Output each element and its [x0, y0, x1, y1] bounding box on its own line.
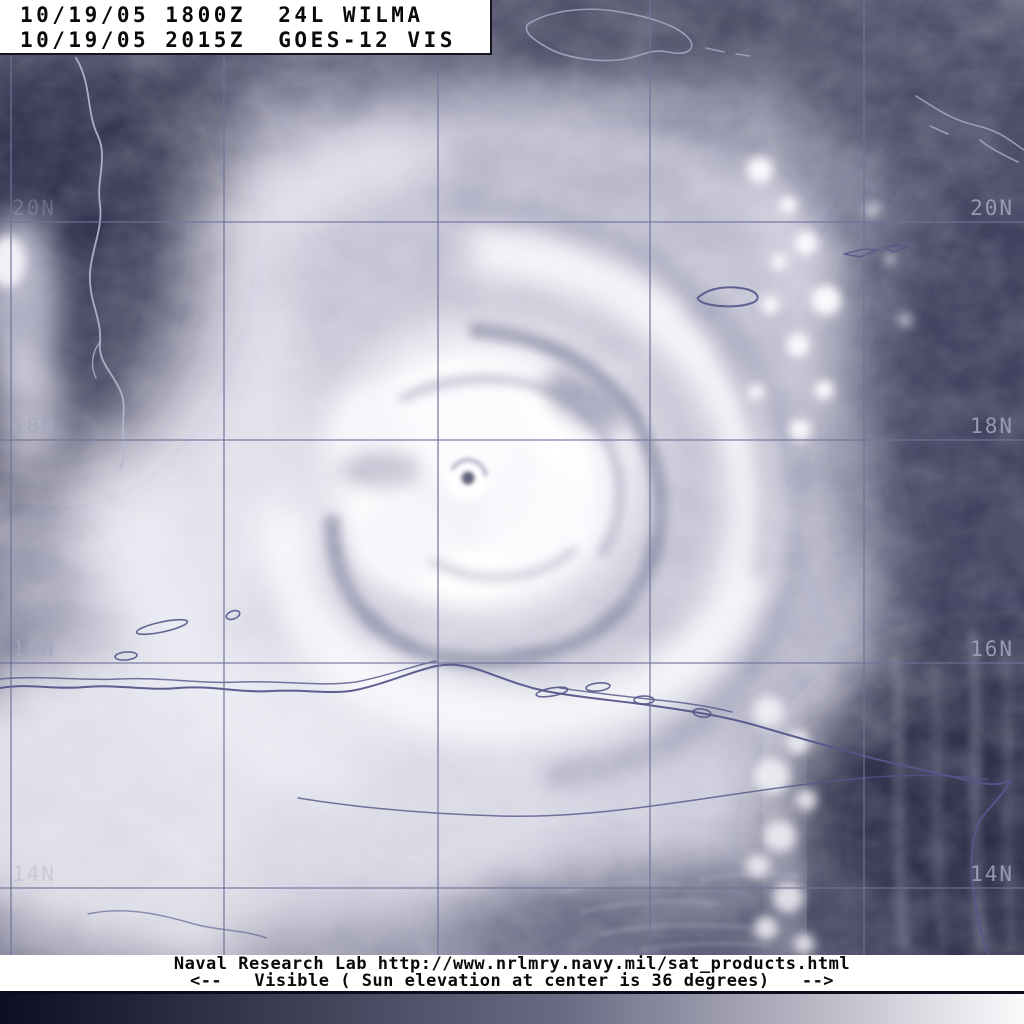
- convection-cells-southeast: [746, 696, 817, 955]
- latitude-label: 20N: [12, 196, 56, 220]
- cloud-texture-fine: [0, 0, 1024, 955]
- product-info-line: <-- Visible ( Sun elevation at center is…: [189, 971, 835, 991]
- cirrus-wisps-bottom-right: [893, 629, 1015, 951]
- coastlines: [0, 8, 1024, 955]
- coastline-yucatan-lagoon: [91, 341, 101, 379]
- border-river-honduras: [297, 774, 989, 817]
- coastline-southwest-squiggle: [87, 909, 267, 939]
- coastline-jamaica: [696, 286, 759, 308]
- coastline-cays-top: [705, 47, 751, 57]
- colorbar-divider: [0, 991, 1024, 994]
- bay-islands: [114, 609, 712, 718]
- coastline-west-cuba-loop: [525, 8, 693, 62]
- latitude-labels: 20N 20N 18N 18N 16N 16N 14N 14N: [12, 196, 1014, 886]
- latitude-label: 16N: [970, 637, 1014, 661]
- image-datetime-line: 10/19/05 2015Z GOES-12 VIS: [20, 28, 456, 52]
- satellite-image: 20N 20N 18N 18N 16N 16N 14N 14N: [0, 0, 1024, 955]
- attribution-url-line: Naval Research Lab http://www.nrlmry.nav…: [173, 954, 851, 974]
- latitude-label: 20N: [970, 196, 1014, 220]
- coastline-yucatan: [75, 57, 126, 471]
- attribution-bar: Naval Research Lab http://www.nrlmry.nav…: [0, 955, 1024, 991]
- convection-cells-northeast: [741, 142, 912, 441]
- storm-datetime-line: 10/19/05 1800Z 24L WILMA: [20, 3, 424, 27]
- coastline-honduras-lagoon: [0, 660, 733, 713]
- header-overlay: 10/19/05 1800Z 24L WILMA 10/19/05 2015Z …: [0, 0, 492, 55]
- latitude-label: 18N: [970, 414, 1014, 438]
- latitude-longitude-grid: [0, 0, 1024, 955]
- coastline-cays-east: [843, 244, 908, 258]
- coastline-cuba-southwest: [915, 95, 1024, 163]
- coastline-honduras-north: [0, 663, 1011, 955]
- latitude-label: 18N: [12, 414, 56, 438]
- latitude-label: 14N: [970, 862, 1014, 886]
- latitude-label: 14N: [12, 862, 56, 886]
- brightness-colorbar: [0, 994, 1024, 1024]
- latitude-label: 16N: [12, 637, 56, 661]
